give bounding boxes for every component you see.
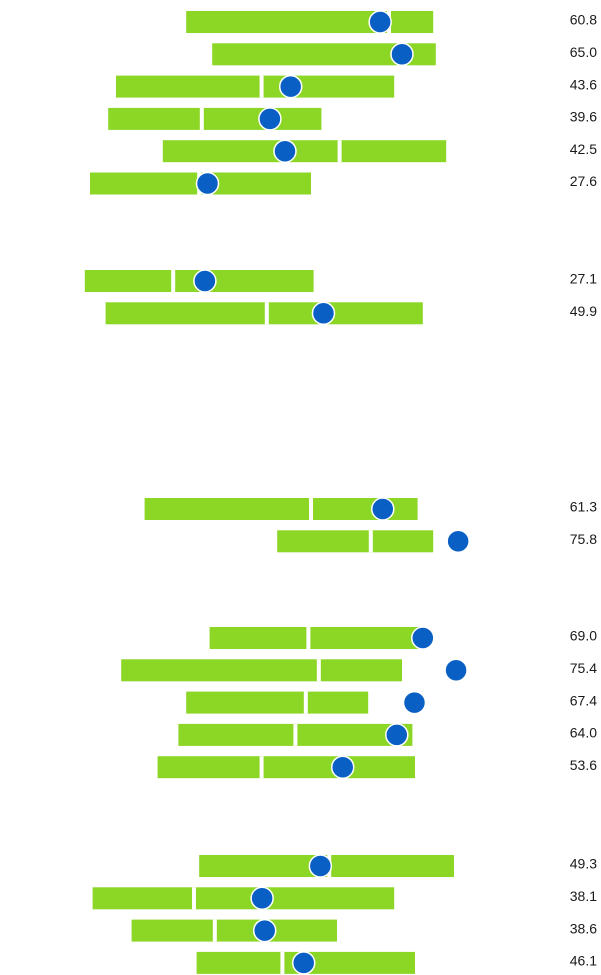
- range-divider-g3-r0: [306, 627, 311, 649]
- range-divider-g4-r2: [212, 919, 217, 942]
- range-bar-g3-r0: [209, 627, 423, 649]
- range-divider-g3-r3: [293, 723, 298, 746]
- value-dot-g4-r1: [250, 886, 274, 911]
- value-label-g2-r1: 75.8: [570, 531, 597, 547]
- range-bar-g3-r2: [186, 691, 369, 714]
- value-dot-g1-r0: [193, 269, 217, 293]
- value-label-g1-r0: 27.1: [570, 271, 597, 287]
- value-dot-g2-r1: [446, 529, 470, 554]
- value-dot-g4-r2: [252, 918, 277, 943]
- range-divider-g3-r1: [316, 659, 321, 682]
- range-divider-g0-r3: [199, 107, 204, 130]
- value-dot-g3-r3: [385, 723, 409, 747]
- range-bar-g0-r4: [162, 140, 447, 163]
- range-bar-g0-r3: [108, 107, 322, 130]
- range-bar-g0-r0: [186, 11, 434, 33]
- value-label-g0-r4: 42.5: [570, 141, 597, 157]
- value-label-g3-r1: 75.4: [570, 660, 597, 676]
- range-bar-g1-r1: [105, 302, 423, 325]
- value-dot-g4-r3: [291, 951, 316, 975]
- value-label-g0-r0: 60.8: [570, 12, 597, 28]
- range-bar-g0-r2: [116, 75, 395, 98]
- value-dot-g3-r4: [330, 755, 355, 779]
- value-label-g4-r2: 38.6: [570, 920, 597, 936]
- value-dot-g0-r5: [195, 171, 220, 196]
- value-dot-g0-r1: [390, 42, 414, 67]
- value-label-g4-r1: 38.1: [570, 888, 597, 904]
- range-divider-g2-r1: [368, 530, 373, 553]
- value-dot-g0-r3: [258, 107, 282, 131]
- range-bar-g4-r2: [131, 919, 337, 942]
- range-bar-g2-r0: [144, 498, 418, 520]
- range-divider-g0-r2: [259, 75, 264, 98]
- range-divider-g3-r2: [303, 691, 308, 714]
- value-dot-g0-r0: [368, 10, 392, 34]
- range-divider-g2-r0: [309, 498, 313, 520]
- range-divider-g0-r4: [337, 140, 342, 163]
- value-dot-g4-r0: [308, 854, 333, 878]
- range-bar-g0-r1: [212, 43, 436, 66]
- range-bar-g4-r1: [92, 887, 395, 910]
- range-divider-g4-r1: [192, 887, 196, 910]
- range-divider-g3-r4: [259, 756, 264, 779]
- range-divider-g1-r1: [264, 302, 269, 325]
- value-label-g1-r1: 49.9: [570, 303, 597, 319]
- value-label-g0-r1: 65.0: [570, 44, 597, 60]
- value-label-g2-r0: 61.3: [570, 499, 597, 515]
- value-dot-g3-r2: [402, 690, 427, 715]
- value-label-g4-r0: 49.3: [570, 856, 597, 872]
- value-label-g0-r5: 27.6: [570, 173, 597, 189]
- value-dot-g1-r1: [311, 301, 336, 326]
- value-dot-g0-r4: [273, 139, 297, 163]
- range-bar-g3-r1: [121, 659, 402, 682]
- value-label-g3-r4: 53.6: [570, 757, 597, 773]
- value-label-g0-r3: 39.6: [570, 109, 597, 125]
- value-dot-g0-r2: [278, 74, 303, 99]
- value-dot-g2-r0: [371, 497, 395, 521]
- range-divider-g4-r3: [280, 951, 285, 974]
- value-label-g3-r0: 69.0: [570, 628, 597, 644]
- range-divider-g1-r0: [171, 270, 176, 292]
- value-label-g4-r3: 46.1: [570, 953, 597, 969]
- value-dot-g3-r1: [444, 658, 468, 683]
- range-bar-g3-r4: [157, 756, 415, 779]
- value-label-g0-r2: 43.6: [570, 76, 597, 92]
- range-bar-g2-r1: [277, 530, 434, 553]
- value-label-g3-r3: 64.0: [570, 725, 597, 741]
- value-label-g3-r2: 67.4: [570, 692, 597, 708]
- value-dot-g3-r0: [411, 626, 435, 650]
